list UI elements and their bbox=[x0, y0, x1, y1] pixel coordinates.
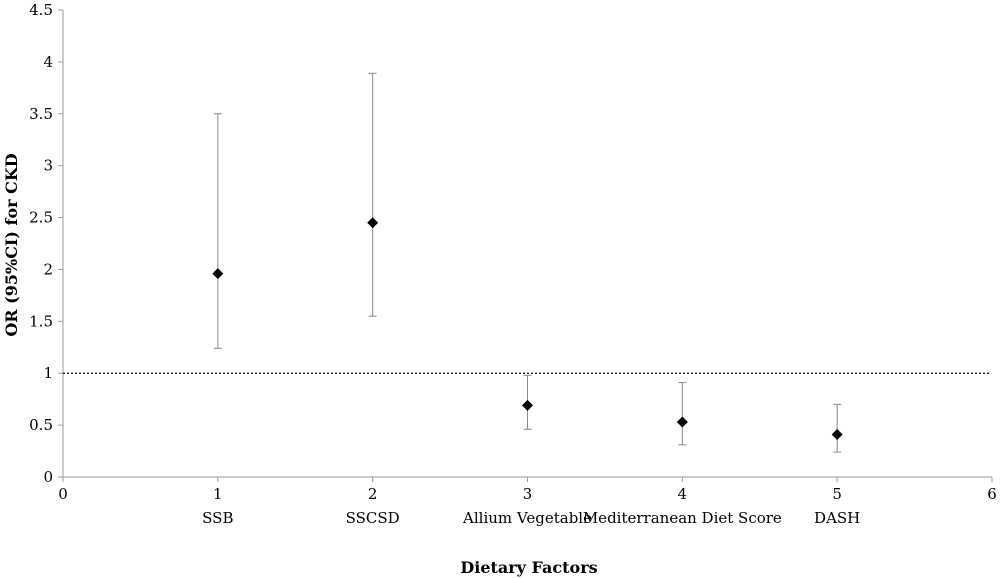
category-label-5: DASH bbox=[814, 509, 860, 527]
y-tick-label: 4 bbox=[43, 53, 53, 71]
y-tick-label: 2.5 bbox=[29, 209, 53, 227]
category-label-2: SSCSD bbox=[346, 509, 400, 527]
category-label-4: Mediterranean Diet Score bbox=[583, 509, 782, 527]
axes-group bbox=[58, 9, 993, 482]
x-axis-title: Dietary Factors bbox=[460, 558, 597, 577]
labels-group: 0 0.5 1 1.5 2 2.5 3 3.5 4 4.5 0 1 2 3 4 5 6 SSB SSCSD Alliu… bbox=[29, 1, 997, 527]
data-point-3 bbox=[522, 399, 533, 411]
data-point-5 bbox=[831, 428, 843, 440]
y-axis-title: OR (95%CI) for CKD bbox=[2, 153, 21, 336]
x-tick-label: 2 bbox=[368, 485, 378, 503]
x-tick-label: 5 bbox=[832, 485, 842, 503]
x-tick-label: 6 bbox=[987, 485, 997, 503]
x-tick-label: 1 bbox=[213, 485, 223, 503]
data-marks-group bbox=[212, 72, 843, 453]
y-tick-label: 2 bbox=[43, 260, 53, 278]
y-tick-label: 0 bbox=[43, 468, 53, 486]
data-point-1 bbox=[212, 268, 224, 280]
x-tick-label: 3 bbox=[523, 485, 533, 503]
category-label-3: Allium Vegetable bbox=[462, 509, 592, 527]
category-label-1: SSB bbox=[202, 509, 233, 527]
x-tick-label: 0 bbox=[58, 485, 68, 503]
y-tick-label: 1.5 bbox=[29, 312, 53, 330]
data-point-2 bbox=[367, 217, 379, 229]
y-tick-label: 0.5 bbox=[29, 416, 53, 434]
y-tick-label: 3.5 bbox=[29, 105, 53, 123]
data-point-4 bbox=[676, 416, 688, 428]
y-tick-label: 3 bbox=[43, 157, 53, 175]
y-tick-label: 1 bbox=[43, 364, 53, 382]
y-tick-label: 4.5 bbox=[29, 1, 53, 19]
x-tick-label: 4 bbox=[678, 485, 688, 503]
